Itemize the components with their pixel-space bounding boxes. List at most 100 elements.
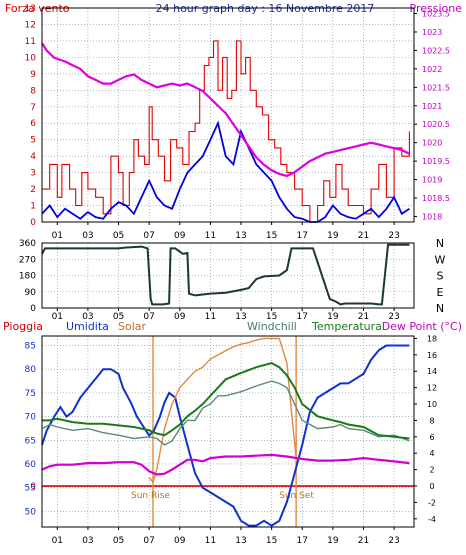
legend-temperature: Temperatura (311, 320, 382, 333)
panel2-xtick-label: 21 (358, 312, 369, 322)
panel3-xtick-label: 19 (327, 536, 339, 546)
panel1-xtick-label: 15 (266, 231, 277, 241)
dewpoint-line (41, 453, 410, 476)
direction-ytick-label: 270 (19, 255, 36, 265)
panel1-xtick-label: 05 (113, 231, 124, 241)
panel1-xtick-label: 21 (358, 231, 369, 241)
legend-rain: Pioggia (3, 320, 43, 333)
wind-ytick-label: 11 (25, 37, 36, 47)
humidity-ytick-label: 75 (25, 389, 36, 399)
direction-ytick-label: 0 (30, 304, 36, 314)
panel1-xtick-label: 01 (52, 231, 63, 241)
panel2-xtick-label: 15 (266, 312, 277, 322)
humidity-ytick-label: 65 (25, 436, 36, 446)
pressure-axis-label: Pressione (410, 2, 463, 15)
compass-label: N (436, 237, 444, 250)
pressure-ytick-label: 1018.5 (422, 194, 450, 203)
panel3-xtick-label: 07 (143, 536, 154, 546)
panel3-frame (41, 335, 415, 528)
panel2-xtick-label: 23 (388, 312, 399, 322)
wind-gust-line (42, 40, 410, 223)
humidity-ytick-label: 85 (25, 341, 36, 351)
panel2-xtick-label: 01 (52, 312, 63, 322)
panel3-xtick-label: 17 (297, 536, 308, 546)
humidity-ytick-label: 80 (25, 365, 37, 375)
compass-label: W (435, 253, 446, 266)
temperature-ytick-label: 16 (427, 351, 437, 360)
panel3-xtick-label: 23 (388, 536, 399, 546)
temperature-ytick-label: -4 (428, 515, 436, 524)
pressure-ytick-label: 1021.5 (422, 83, 450, 92)
wind-ytick-label: 10 (25, 53, 37, 63)
wind-ytick-label: 4 (30, 152, 36, 162)
temperature-line (42, 362, 410, 440)
solar-line (148, 337, 297, 484)
panel2-xtick-label: 09 (174, 312, 186, 322)
temperature-ytick-label: 12 (427, 384, 437, 393)
pressure-ytick-label: 1019 (422, 176, 442, 185)
pressure-ytick-label: 1022 (422, 65, 442, 74)
pressure-ytick-label: 1019.5 (422, 157, 450, 166)
humidity-ytick-label: 55 (25, 484, 36, 494)
pressure-ytick-label: 1018 (422, 212, 442, 221)
compass-label: N (436, 302, 444, 315)
temperature-ytick-label: 10 (427, 400, 437, 409)
panel3-xtick-label: 05 (113, 536, 124, 546)
compass-label: E (437, 286, 444, 299)
panel1-frame (41, 7, 415, 223)
humidity-temperature-panel: 01 03 05 07 09 11 13 15 17 19 21 235055606570758085… (25, 334, 438, 546)
legend-windchill: Windchill (247, 320, 297, 333)
panel2-xtick-label: 13 (235, 312, 246, 322)
wind-ytick-label: 6 (30, 119, 36, 129)
panel1-xtick-label: 09 (174, 231, 186, 241)
wind-ytick-label: 5 (30, 136, 36, 146)
direction-ytick-label: 180 (19, 272, 36, 282)
wind-ytick-label: 13 (25, 4, 36, 14)
panel3-xtick-label: 03 (82, 536, 93, 546)
pressure-ytick-label: 1021 (422, 102, 442, 111)
pressure-ytick-label: 1020.5 (422, 120, 450, 129)
direction-ytick-label: 90 (25, 288, 37, 298)
panel1-xtick-label: 13 (235, 231, 246, 241)
wind-ytick-label: 3 (30, 169, 36, 179)
panel1-xtick-label: 17 (297, 231, 308, 241)
temperature-ytick-label: -2 (428, 498, 436, 507)
humidity-line (41, 344, 410, 527)
panel3-xtick-label: 21 (358, 536, 369, 546)
panel2-xtick-label: 11 (205, 312, 216, 322)
panel3-xtick-label: 01 (52, 536, 63, 546)
panel1-xtick-label: 03 (82, 231, 93, 241)
pressure-line (41, 42, 410, 178)
windchill-line (41, 380, 410, 446)
humidity-ytick-label: 50 (25, 507, 37, 517)
temperature-ytick-label: 6 (429, 433, 434, 442)
panel3-xtick-label: 15 (266, 536, 277, 546)
panel1-xtick-label: 07 (143, 231, 154, 241)
temperature-ytick-label: 14 (427, 367, 437, 376)
wind-axis-label: Forza vento (5, 2, 70, 15)
panel3-xtick-label: 11 (205, 536, 216, 546)
panel2-xtick-label: 19 (327, 312, 339, 322)
panel2-xtick-label: 03 (82, 312, 93, 322)
panel2-xtick-label: 17 (297, 312, 308, 322)
panel1-xtick-label: 23 (388, 231, 399, 241)
temperature-ytick-label: 4 (429, 449, 434, 458)
wind-ytick-label: 2 (30, 185, 36, 195)
pressure-ytick-label: 1023.5 (422, 10, 450, 19)
temperature-ytick-label: 18 (427, 334, 437, 343)
wind-ytick-label: 1 (30, 202, 36, 212)
wind-ytick-label: 7 (30, 103, 36, 113)
pressure-ytick-label: 1022.5 (422, 46, 450, 55)
wind-pressure-panel: 01 03 05 07 09 11 13 15 17 19 21 230123456789101112… (25, 4, 450, 241)
panel2-xtick-label: 05 (113, 312, 124, 322)
temperature-ytick-label: 8 (429, 416, 434, 425)
wind-average-line (41, 120, 410, 223)
panel1-xtick-label: 19 (327, 231, 339, 241)
wind-ytick-label: 12 (25, 20, 36, 30)
legend-dewpoint: Dew Point (°C) (382, 320, 462, 333)
legend-humidity: Umidita (66, 320, 109, 333)
pressure-ytick-label: 1023 (422, 28, 442, 37)
panel3-xtick-label: 09 (174, 536, 186, 546)
